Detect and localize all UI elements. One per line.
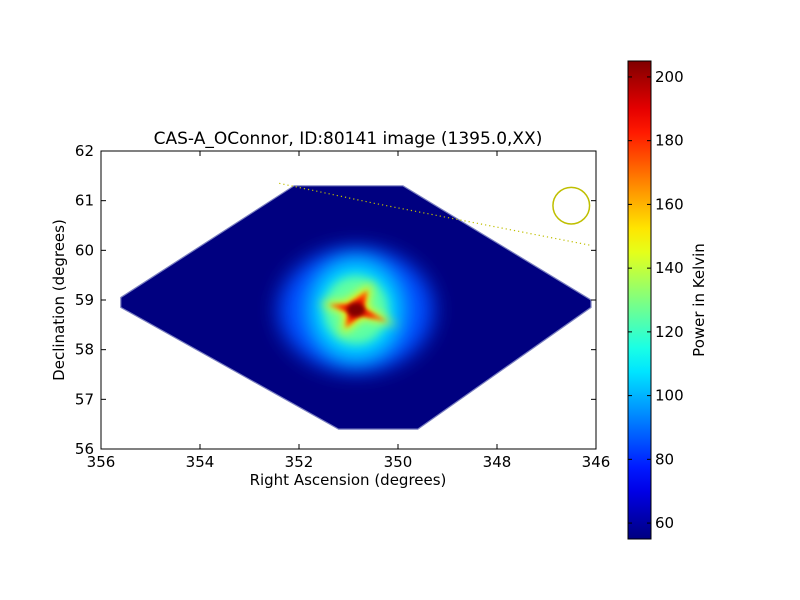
x-tick-label: 352 (285, 453, 314, 471)
y-tick-label: 61 (75, 192, 94, 210)
colorbar-tick-label: 120 (655, 323, 684, 341)
colorbar-gradient (627, 60, 652, 540)
y-tick-label: 56 (75, 440, 94, 458)
x-tick-label: 356 (87, 453, 116, 471)
y-axis: 56 57 58 59 60 61 62 (75, 142, 596, 458)
colorbar-tick-label: 200 (655, 68, 684, 86)
x-axis-label: Right Ascension (degrees) (250, 471, 447, 489)
colorbar-tick-label: 160 (655, 195, 684, 213)
x-tick-label: 348 (483, 453, 512, 471)
x-axis: 356 354 352 350 348 346 (87, 151, 611, 471)
y-tick-label: 59 (75, 291, 94, 309)
beam-circle (552, 186, 591, 225)
x-tick-label: 350 (384, 453, 413, 471)
y-tick-label: 62 (75, 142, 94, 160)
x-tick-label: 346 (582, 453, 611, 471)
colorbar-tick-label: 80 (655, 450, 674, 468)
source-layer (346, 302, 365, 317)
colorbar-tick-label: 60 (655, 514, 674, 532)
y-tick-label: 58 (75, 341, 94, 359)
chart-title: CAS-A_OConnor, ID:80141 image (1395.0,XX… (154, 129, 543, 149)
colorbar-tick-label: 140 (655, 259, 684, 277)
source-glow (277, 247, 434, 372)
plot-area (120, 182, 592, 430)
colorbar-ticks: 60 80 100 120 140 160 180 200 (628, 68, 684, 532)
y-tick-label: 57 (75, 390, 94, 408)
x-tick-label: 354 (186, 453, 215, 471)
colorbar-tick-label: 180 (655, 132, 684, 150)
dotted-track (279, 182, 592, 246)
y-tick-label: 60 (75, 241, 94, 259)
y-axis-label: Declination (degrees) (50, 219, 68, 381)
colorbar-tick-label: 100 (655, 387, 684, 405)
colorbar-label: Power in Kelvin (690, 243, 708, 357)
colorbar: 60 80 100 120 140 160 180 200 Power in Kelvin (627, 60, 708, 540)
